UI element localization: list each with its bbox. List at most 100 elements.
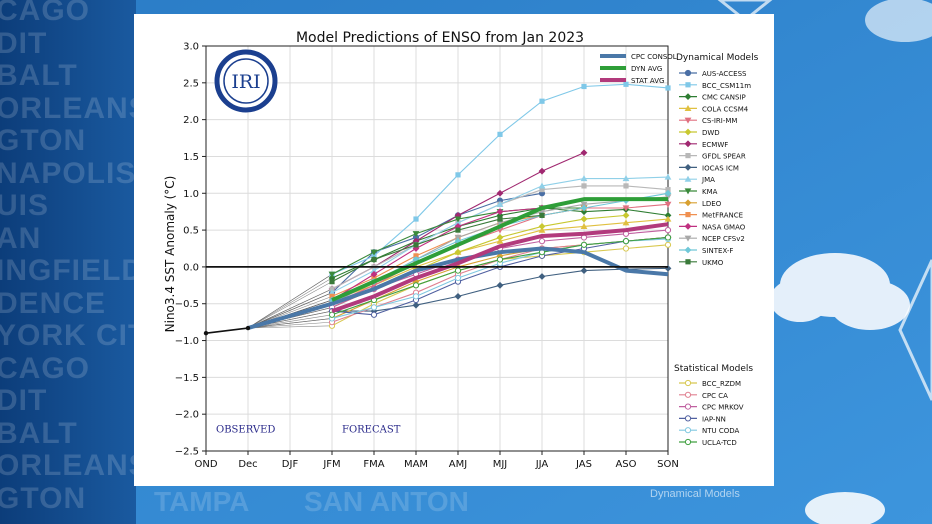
background-city-word: ORLEANS [0,91,140,125]
frame-chevron-right [898,259,932,401]
dynamical-series-marker [329,279,335,285]
dynamical-legend-label: AUS-ACCESS [702,70,747,78]
y-tick-label: −2.5 [175,447,199,458]
x-tick-labels: OND Dec DJF JFM FMA MAM AMJ MJJ JJA JAS ASO SON [194,451,679,470]
dynamical-legend-marker [685,82,691,88]
dynamical-series-marker [664,211,672,219]
dynamical-legend-marker [684,164,692,171]
statistical-legend-marker [684,415,692,422]
dynamical-series-marker [622,219,630,226]
x-tick-label: FMA [363,459,384,470]
dynamical-legend-marker [685,212,691,218]
dynamical-series-marker [539,98,545,104]
dynamical-series-marker [580,208,588,216]
dynamical-series-marker [622,211,630,219]
background-city-word: ORLEANS [0,449,140,482]
dynamical-legend-label: KMA [702,188,718,196]
dynamical-legend-marker [684,69,692,77]
background-city-word: CAGO [0,351,90,385]
dynamical-series-marker [496,211,504,219]
dynamical-series-marker [371,256,377,263]
cloud-top-right [865,0,932,42]
background-city-word: GTON [0,481,87,515]
dynamical-legend-marker [684,175,692,182]
background-city-word: CAGO [0,0,90,27]
statistical-series-marker [580,241,588,248]
dynamical-series-marker [538,167,546,175]
dynamical-legend-label: DWD [702,129,720,137]
x-tick-label: JFM [322,459,340,470]
dynamical-models-legend: Dynamical Models AUS-ACCESS BCC_CSM11m CMC … [676,53,759,267]
dynamical-legend-marker [684,117,692,124]
dynamical-series-marker [539,212,545,218]
background-city-word: UIS [0,189,50,222]
dynamical-series-marker [454,292,462,300]
dynamical-series-marker [580,267,588,274]
background-city-word: DIT [0,384,48,417]
y-tick-label: 0.0 [183,262,199,273]
model-spoke [247,274,333,329]
dynamical-series-marker [497,131,503,137]
model-spoke [247,325,333,329]
dynamical-series-marker [581,83,587,90]
dynamical-series-marker [664,201,672,208]
statistical-series-marker [412,293,420,300]
dynamical-legend-label: SINTEX-F [702,247,733,255]
model-spoke [247,281,333,329]
annotations: OBSERVED FORECAST [216,425,401,436]
dynamical-legend-label: NCEP CFSv2 [702,235,745,243]
dynamical-legend-label: UKMO [702,259,724,267]
dynamical-series-marker [622,205,630,212]
dynamical-series-marker [370,267,378,274]
dynamical-legend-label: CMC CANSIP [702,94,746,102]
dynamical-series-line [331,214,543,283]
dynamical-series-marker [455,227,461,233]
dynamical-series-marker [371,275,377,281]
statistical-legend-marker [684,438,692,446]
dynamical-legend-marker [685,153,691,159]
dynamical-legend-label: LDEO [702,200,722,208]
watermark-text: Dynamical Models [650,488,740,500]
x-tick-label: Dec [238,459,257,470]
statistical-legend-label: NTU CODA [702,427,740,435]
dynamical-legend-label: BCC_CSM11m [702,82,751,90]
statistical-legend-marker [684,391,692,398]
y-axis-label: Nino3.4 SST Anomaly (°C) [163,176,177,333]
y-tick-label: 0.5 [183,226,199,237]
axes [205,45,669,452]
chart-title: Model Predictions of ENSO from Jan 2023 [296,30,584,46]
statistical-legend-label: UCLA-TCD [702,439,737,447]
background-city-word: INGFIELD [0,254,140,287]
dynamical-series-marker [454,248,462,256]
observed-point [245,325,251,331]
statistical-series-marker [622,245,630,252]
dynamical-series-marker [580,204,588,212]
statistical-series-marker [496,256,504,263]
statistical-series-marker [370,304,378,311]
statistical-series-marker [664,234,672,241]
observed-point [203,330,209,336]
dynamical-series-marker [580,149,588,157]
highlight-legend: CPC CONSOL DYN AVG STAT AVG [600,53,677,85]
background-city-word: BALT [0,416,78,450]
dynamical-series-marker [665,85,671,91]
y-tick-label: 1.0 [183,189,199,200]
background-band-word: TAMPA [154,486,250,517]
y-tick-label: 3.0 [183,42,199,53]
dynamical-series-marker [581,183,587,189]
dynamical-legend-marker [684,199,692,207]
annotation-label: FORECAST [342,425,401,436]
dynamical-series-marker [329,293,335,299]
dynamical-series-marker [580,215,588,223]
highlight-legend-label: CPC CONSOL [631,53,677,61]
highlight-legend-label: STAT AVG [631,77,664,85]
statistical-legend-label: BCC_RZDM [702,380,741,388]
dynamical-series-marker [496,281,504,289]
x-tick-label: AMJ [449,459,467,470]
model-spoke [247,277,333,329]
x-tick-label: ASO [615,459,636,470]
y-tick-label: 1.5 [183,152,199,163]
dynamical-series-marker [454,211,462,219]
dynamical-series-marker [496,200,504,207]
dynamical-series-marker [454,223,462,230]
